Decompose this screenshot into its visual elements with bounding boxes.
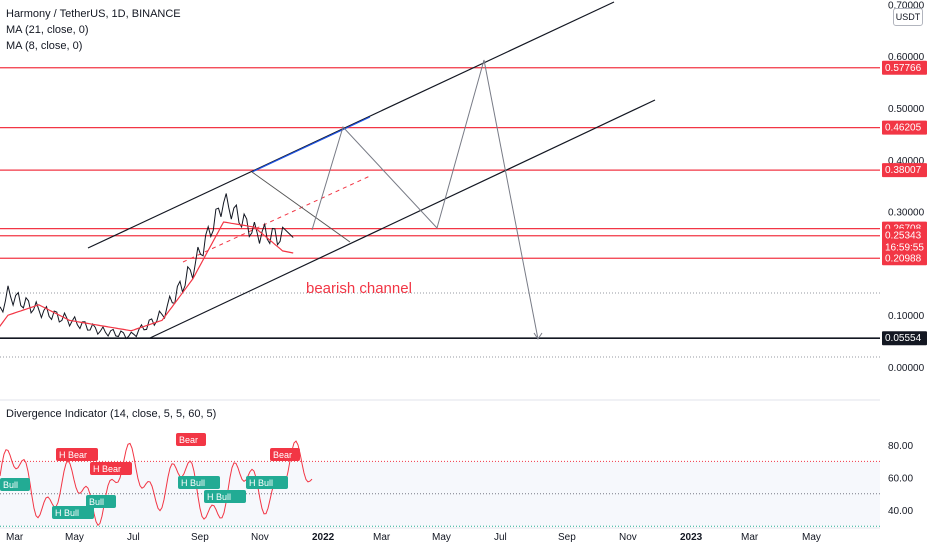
signal-label: Bull	[3, 480, 18, 490]
signal-label: H Bear	[59, 450, 87, 460]
rsi-band	[0, 461, 880, 527]
signal-tag	[0, 478, 30, 491]
y-tick-label: 0.70000	[888, 0, 925, 11]
price-line	[0, 193, 294, 340]
midline-dashed	[182, 175, 371, 263]
signal-label: H Bull	[55, 508, 79, 518]
price-series	[0, 193, 294, 340]
ma21-legend[interactable]: MA (21, close, 0)	[6, 24, 89, 36]
indicator-legend[interactable]: Divergence Indicator (14, close, 5, 5, 6…	[6, 408, 217, 420]
price-level-label: 0.20988	[885, 253, 922, 264]
signal-label: Bear	[179, 435, 198, 445]
price-level-label: 0.05554	[885, 333, 922, 344]
signal-label: Bull	[89, 497, 104, 507]
ind-y-tick-label: 40.00	[888, 506, 913, 517]
projection-path	[311, 59, 539, 340]
signal-tag	[56, 448, 98, 461]
signal-tag	[86, 495, 116, 508]
x-tick-label: May	[802, 532, 821, 543]
y-tick-label: 0.50000	[888, 104, 925, 115]
x-tick-label: Nov	[619, 532, 637, 543]
signal-tag	[90, 462, 132, 475]
ind-y-tick-label: 60.00	[888, 474, 913, 485]
ma8-legend[interactable]: MA (8, close, 0)	[6, 40, 83, 52]
y-tick-label: 0.40000	[888, 156, 925, 167]
annotation-text: bearish channel	[306, 280, 412, 297]
signal-label: H Bull	[207, 492, 231, 502]
price-level-lines	[0, 67, 880, 358]
price-level-tag	[882, 120, 927, 135]
y-tick-label: 0.00000	[888, 363, 925, 374]
price-level-tag	[882, 228, 927, 255]
signal-label: Bear	[273, 450, 292, 460]
signal-label: H Bear	[93, 464, 121, 474]
signal-tag	[52, 506, 94, 519]
currency-button[interactable]: USDT	[893, 8, 923, 26]
price-level-label: 0.25343	[885, 231, 922, 242]
x-tick-label: May	[432, 532, 451, 543]
trend-drawings	[87, 1, 656, 340]
channel-upper-line	[87, 1, 615, 249]
x-tick-label: Sep	[558, 532, 576, 543]
ma21-line	[0, 221, 294, 332]
price-level-tag	[882, 60, 927, 75]
signal-label: H Bull	[249, 478, 273, 488]
triangle-edge	[251, 171, 351, 243]
price-level-tag	[882, 163, 927, 178]
x-tick-label: May	[65, 532, 84, 543]
x-tick-label: Jul	[127, 532, 140, 543]
x-tick-label: Jul	[494, 532, 507, 543]
price-level-tag	[882, 251, 927, 266]
signal-tag	[178, 476, 220, 489]
rsi-line	[0, 440, 313, 527]
signal-tag	[270, 448, 300, 461]
x-tick-label: Nov	[251, 532, 269, 543]
x-tick-label: Mar	[373, 532, 391, 543]
projection-arrowhead	[533, 332, 543, 340]
x-tick-label: Mar	[741, 532, 759, 543]
countdown-label: 16:59:55	[885, 243, 924, 254]
ind-y-tick-label: 80.00	[888, 441, 913, 452]
price-level-label: 0.46205	[885, 123, 922, 134]
x-tick-label: 2023	[680, 532, 703, 543]
time-axis: Mar May Jul Sep Nov 2022 Mar May Jul Sep Nov 2023 Ma…	[0, 527, 880, 543]
signal-tag	[204, 490, 246, 503]
chart-legend: Harmony / TetherUS, 1D, BINANCE MA (21, …	[6, 6, 181, 54]
channel-lower-line	[149, 99, 656, 339]
indicator-panel: 80.00 60.00 40.00 Bull H Bear H Bear H Bull Bul…	[0, 399, 913, 527]
price-level-label: 0.38007	[885, 165, 922, 176]
channel-top-segment	[251, 116, 371, 173]
symbol-title[interactable]: Harmony / TetherUS, 1D, BINANCE	[6, 8, 181, 20]
signal-tag	[246, 476, 288, 489]
x-tick-label: Mar	[6, 532, 24, 543]
y-tick-label: 0.10000	[888, 311, 925, 322]
signal-tag	[176, 433, 206, 446]
x-tick-label: 2022	[312, 532, 335, 543]
y-tick-label: 0.30000	[888, 208, 925, 219]
price-level-tag	[882, 331, 927, 346]
price-level-label: 0.57766	[885, 63, 922, 74]
y-tick-label: 0.60000	[888, 52, 925, 63]
price-axis: 0.70000 0.60000 0.50000 0.40000 0.30000 0.100…	[882, 0, 927, 374]
signal-label: H Bull	[181, 478, 205, 488]
x-tick-label: Sep	[191, 532, 209, 543]
